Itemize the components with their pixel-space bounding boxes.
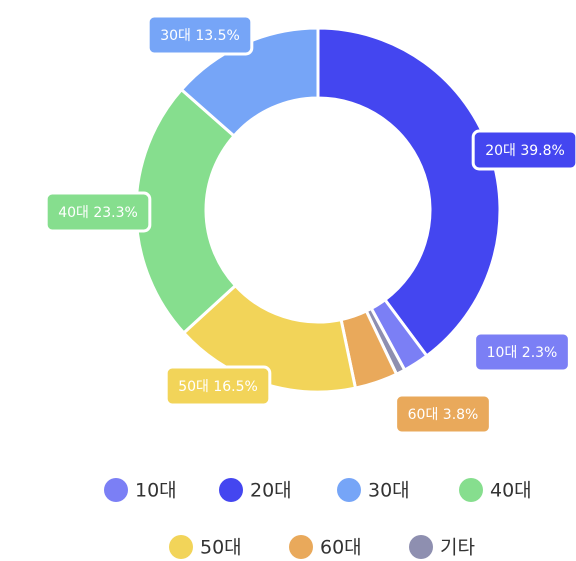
value-label: 60대 3.8% <box>408 407 479 423</box>
legend-swatch <box>104 478 128 502</box>
value-label-box <box>473 331 571 373</box>
legend-label: 30대 <box>368 480 410 502</box>
value-label: 50대 16.5% <box>178 379 258 395</box>
value-label: 40대 23.3% <box>58 205 138 221</box>
legend-label: 10대 <box>135 480 177 502</box>
legend-label: 50대 <box>200 537 242 559</box>
value-label: 10대 2.3% <box>487 345 558 361</box>
legend-label: 20대 <box>250 480 292 502</box>
value-label-box <box>471 129 576 171</box>
value-label-box <box>44 191 152 233</box>
legend-swatch <box>337 478 361 502</box>
value-label: 20대 39.8% <box>485 143 565 159</box>
legend-swatch <box>409 535 433 559</box>
slice <box>316 26 502 358</box>
legend-label: 60대 <box>320 537 362 559</box>
legend-label: 40대 <box>490 480 532 502</box>
value-label-box <box>164 365 272 407</box>
value-label: 30대 13.5% <box>160 28 240 44</box>
slice <box>179 26 320 139</box>
legend-swatch <box>459 478 483 502</box>
legend-swatch <box>169 535 193 559</box>
slice <box>134 87 238 336</box>
value-label-box <box>394 393 492 435</box>
value-label-box <box>146 14 254 56</box>
legend-swatch <box>219 478 243 502</box>
legend-swatch <box>289 535 313 559</box>
legend-label: 기타 <box>440 537 475 559</box>
